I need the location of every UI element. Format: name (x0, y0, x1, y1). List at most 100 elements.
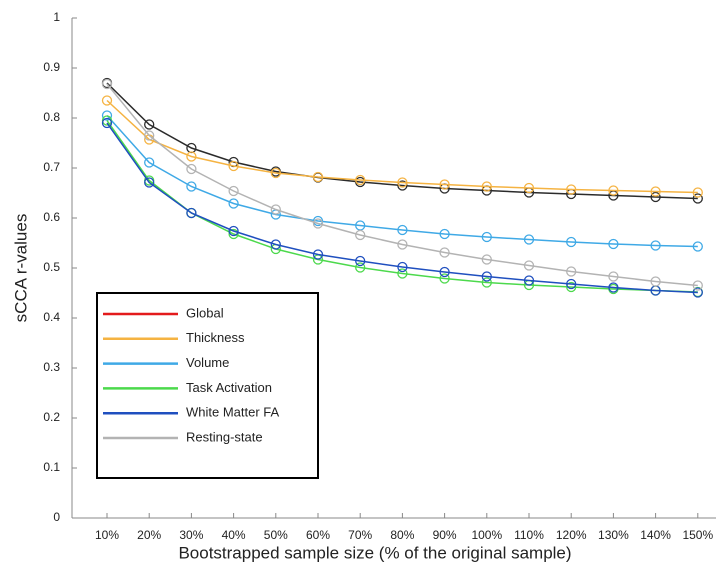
legend-label: Volume (186, 355, 229, 370)
data-point (523, 260, 535, 271)
data-point (355, 262, 366, 273)
data-point (439, 228, 450, 240)
data-point (692, 287, 703, 298)
data-point (397, 239, 408, 250)
data-point (397, 268, 408, 279)
series-line (106, 99, 698, 194)
data-point (101, 110, 113, 121)
data-point (523, 182, 535, 194)
legend-label: Global (186, 305, 224, 320)
y-tick-label: 0.6 (43, 210, 60, 224)
data-point (566, 281, 577, 293)
legend-label: Thickness (186, 330, 245, 345)
x-tick-label: 140% (640, 528, 671, 542)
legend: Global Thickness Volume Task Activation Whit… (96, 292, 319, 479)
data-point (608, 271, 619, 282)
x-tick-label: 30% (179, 528, 203, 542)
data-point (692, 193, 703, 204)
data-point (101, 95, 113, 106)
data-point (270, 167, 281, 179)
data-point (186, 151, 197, 162)
data-point (270, 204, 281, 215)
x-tick-label: 50% (264, 528, 288, 542)
data-point (228, 228, 239, 240)
data-point (523, 234, 535, 245)
data-point (481, 231, 492, 243)
data-point (144, 119, 155, 130)
data-point (228, 160, 239, 172)
data-point (397, 261, 408, 273)
data-point (523, 275, 535, 286)
data-point (397, 177, 408, 188)
data-point (144, 130, 155, 141)
x-axis-title: Bootstrapped sample size (% of the origi… (178, 543, 571, 562)
data-point (228, 225, 239, 237)
data-point (312, 218, 324, 229)
series-line (106, 120, 698, 293)
data-point (397, 180, 408, 191)
data-point (312, 171, 324, 183)
data-point (186, 207, 197, 219)
data-point (439, 273, 450, 284)
data-point (608, 238, 619, 250)
data-point (566, 278, 577, 290)
data-point (439, 179, 450, 190)
data-point (312, 249, 324, 260)
y-tick-label: 0.1 (43, 460, 60, 474)
data-point (692, 280, 703, 291)
data-point (650, 186, 661, 197)
data-point (355, 174, 366, 186)
data-point (481, 181, 492, 192)
y-tick-label: 0.8 (43, 110, 60, 124)
data-point (186, 163, 197, 175)
data-point (186, 181, 197, 192)
data-point (439, 266, 450, 278)
data-point (566, 266, 577, 277)
data-point (270, 239, 281, 250)
x-tick-label: 10% (95, 528, 119, 542)
data-point (144, 177, 155, 188)
x-tick-label: 110% (514, 528, 544, 542)
y-tick-label: 0.5 (43, 260, 60, 274)
y-tick-label: 0 (53, 510, 60, 524)
legend-label: Resting-state (186, 429, 263, 444)
data-point (228, 198, 239, 209)
data-point (608, 282, 619, 293)
series-line (106, 83, 698, 287)
legend-label: White Matter FA (186, 405, 280, 420)
x-tick-label: 130% (598, 528, 629, 542)
series-line (106, 122, 698, 294)
data-point (608, 185, 619, 196)
y-tick-label: 0.7 (43, 160, 60, 174)
data-point (692, 241, 703, 252)
y-tick-label: 0.4 (43, 310, 60, 324)
data-point (355, 229, 366, 241)
x-tick-label: 40% (222, 528, 246, 542)
data-point (481, 254, 492, 265)
data-point (101, 117, 113, 129)
y-axis-title: sCCA r-values (11, 214, 30, 323)
y-tick-label: 1 (53, 10, 60, 24)
data-point (650, 276, 661, 287)
data-point (228, 185, 239, 197)
data-point (566, 184, 577, 195)
data-point (481, 271, 492, 282)
x-tick-label: 150% (682, 528, 713, 542)
data-point (481, 277, 492, 288)
x-tick-label: 20% (137, 528, 161, 542)
x-tick-label: 70% (348, 528, 372, 542)
series-line (106, 82, 698, 200)
y-tick-label: 0.2 (43, 410, 60, 424)
y-tick-label: 0.3 (43, 360, 60, 374)
x-tick-label: 120% (556, 528, 587, 542)
x-tick-label: 90% (433, 528, 457, 542)
series-line (106, 114, 698, 248)
data-point (692, 187, 703, 198)
x-tick-label: 60% (306, 528, 330, 542)
data-point (101, 78, 113, 90)
data-point (397, 224, 408, 236)
x-tick-label: 100% (471, 528, 502, 542)
data-point (439, 247, 450, 258)
legend-label: Task Activation (186, 380, 272, 395)
